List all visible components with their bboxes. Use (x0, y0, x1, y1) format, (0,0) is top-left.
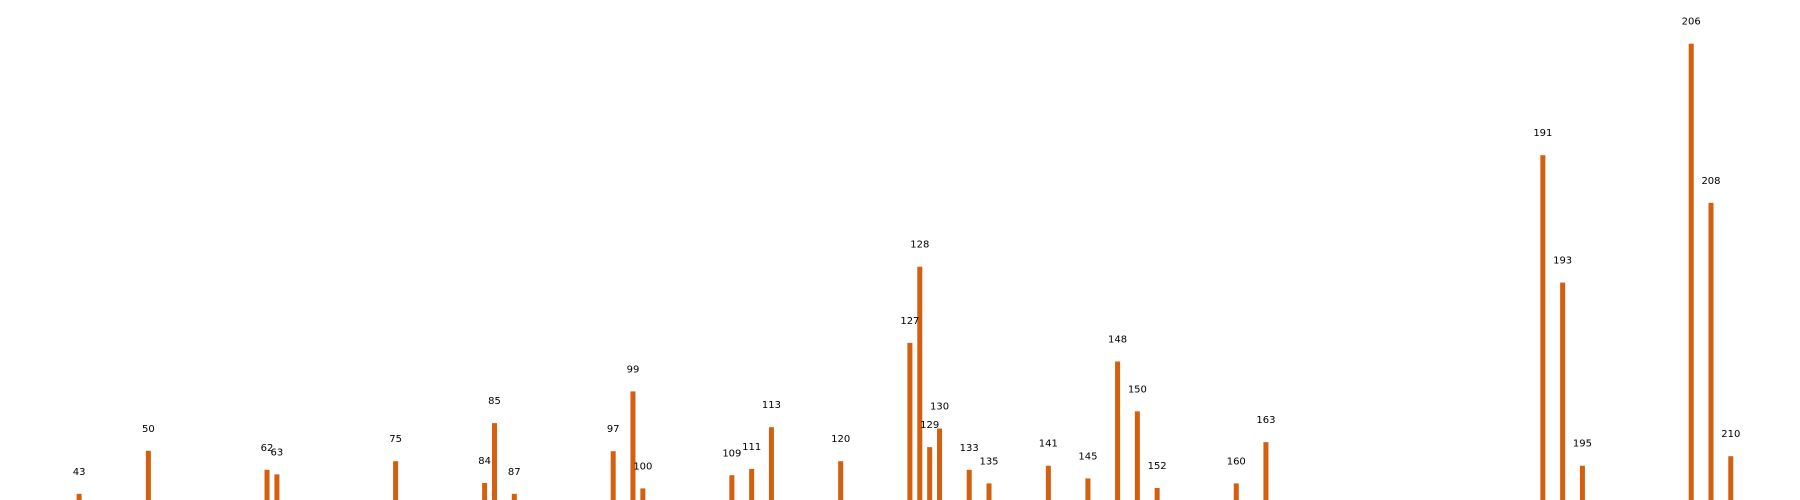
bar-label-62: 62 (261, 443, 274, 454)
bar-label-100: 100 (633, 461, 652, 472)
bar-84 (482, 482, 488, 500)
bar-series (76, 43, 1734, 500)
bar-label-145: 145 (1078, 451, 1097, 462)
bar-208 (1708, 202, 1714, 500)
bar-label-141: 141 (1039, 439, 1058, 450)
bar-206 (1688, 43, 1694, 500)
bar-label-97: 97 (607, 424, 620, 435)
bar-label-208: 208 (1701, 176, 1720, 187)
bar-label-109: 109 (722, 448, 741, 459)
bar-label-50: 50 (142, 424, 155, 435)
bar-label-75: 75 (389, 434, 402, 445)
bar-label-113: 113 (762, 400, 781, 411)
bar-75 (393, 461, 399, 500)
bar-145 (1085, 478, 1091, 500)
bar-label-160: 160 (1227, 456, 1246, 467)
bar-label-120: 120 (831, 434, 850, 445)
bar-label-195: 195 (1573, 439, 1592, 450)
bar-label-163: 163 (1256, 415, 1275, 426)
bar-150 (1134, 411, 1140, 500)
bar-label-129: 129 (920, 420, 939, 431)
bar-63 (274, 474, 280, 500)
bar-label-210: 210 (1721, 429, 1740, 440)
bar-label-191: 191 (1533, 128, 1552, 139)
bar-193 (1560, 282, 1566, 500)
bar-62 (264, 469, 270, 500)
bar-label-193: 193 (1553, 256, 1572, 267)
bar-148 (1115, 361, 1121, 500)
bar-label-152: 152 (1148, 461, 1167, 472)
bar-label-127: 127 (900, 316, 919, 327)
bar-label-99: 99 (627, 364, 640, 375)
bar-135 (986, 483, 992, 500)
bar-label-111: 111 (742, 442, 761, 453)
bar-label-63: 63 (271, 447, 284, 458)
bar-111 (749, 468, 755, 500)
bar-109 (729, 475, 735, 500)
bar-label-43: 43 (73, 467, 86, 478)
bar-100 (640, 488, 646, 500)
bar-160 (1233, 483, 1239, 500)
bar-210 (1728, 456, 1734, 500)
bar-label-135: 135 (979, 456, 998, 467)
bar-113 (768, 427, 774, 500)
bar-label-128: 128 (910, 240, 929, 251)
bar-label-85: 85 (488, 396, 501, 407)
bar-195 (1579, 465, 1585, 500)
bar-43 (76, 493, 82, 500)
bar-133 (966, 469, 972, 500)
bar-127 (907, 342, 913, 500)
bar-label-206: 206 (1682, 17, 1701, 28)
bar-50 (145, 450, 151, 500)
bar-label-133: 133 (960, 443, 979, 454)
bar-label-87: 87 (508, 467, 521, 478)
bar-130 (937, 428, 943, 500)
bar-120 (838, 461, 844, 500)
bar-99 (630, 391, 636, 500)
bar-87 (511, 493, 517, 500)
bar-141 (1045, 465, 1051, 500)
bar-191 (1540, 155, 1546, 500)
bar-label-130: 130 (930, 402, 949, 413)
bar-152 (1154, 487, 1160, 500)
bar-label-150: 150 (1128, 384, 1147, 395)
bar-85 (492, 423, 498, 500)
bar-label-84: 84 (478, 456, 491, 467)
bar-129 (927, 447, 933, 500)
bar-163 (1263, 442, 1269, 500)
bar-label-148: 148 (1108, 334, 1127, 345)
bar-128 (917, 266, 923, 500)
bar-97 (610, 451, 616, 500)
